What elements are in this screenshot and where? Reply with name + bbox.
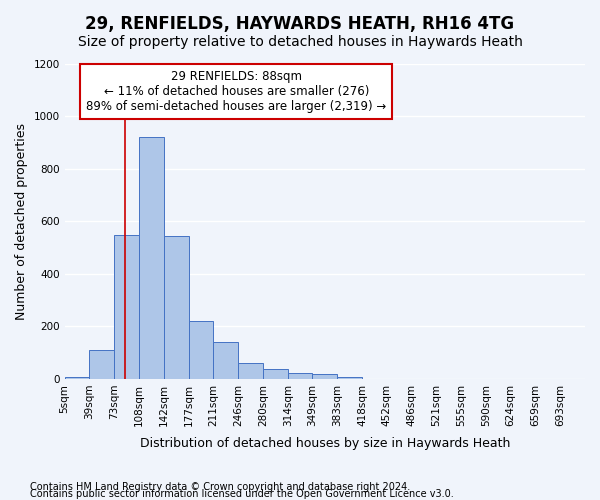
Bar <box>214 342 238 379</box>
Bar <box>114 234 139 379</box>
Text: Size of property relative to detached houses in Haywards Heath: Size of property relative to detached ho… <box>77 35 523 49</box>
Text: 29, RENFIELDS, HAYWARDS HEATH, RH16 4TG: 29, RENFIELDS, HAYWARDS HEATH, RH16 4TG <box>85 15 515 33</box>
Bar <box>238 362 263 379</box>
X-axis label: Distribution of detached houses by size in Haywards Heath: Distribution of detached houses by size … <box>140 437 510 450</box>
Bar <box>313 374 337 379</box>
Bar <box>89 350 114 379</box>
Bar <box>188 321 214 379</box>
Y-axis label: Number of detached properties: Number of detached properties <box>15 123 28 320</box>
Bar <box>139 138 164 379</box>
Bar <box>337 378 362 379</box>
Bar <box>65 377 89 379</box>
Text: 29 RENFIELDS: 88sqm
← 11% of detached houses are smaller (276)
89% of semi-detac: 29 RENFIELDS: 88sqm ← 11% of detached ho… <box>86 70 386 114</box>
Bar <box>287 373 313 379</box>
Bar <box>164 236 188 379</box>
Text: Contains public sector information licensed under the Open Government Licence v3: Contains public sector information licen… <box>30 489 454 499</box>
Bar <box>263 369 287 379</box>
Text: Contains HM Land Registry data © Crown copyright and database right 2024.: Contains HM Land Registry data © Crown c… <box>30 482 410 492</box>
